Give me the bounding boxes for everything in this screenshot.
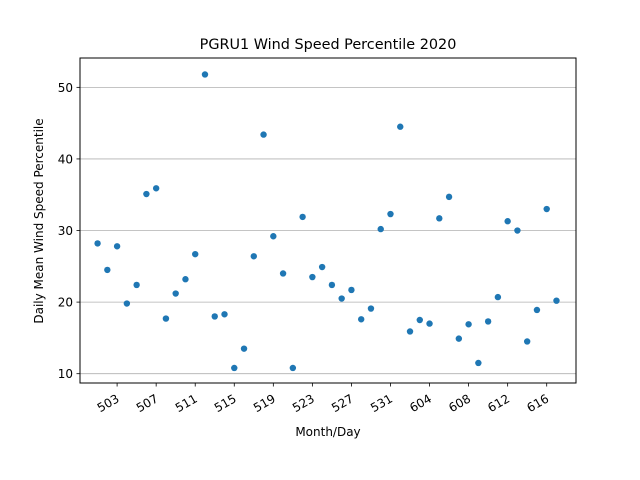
- y-tick-label-40: 40: [58, 152, 73, 166]
- y-axis-label: Daily Mean Wind Speed Percentile: [32, 118, 46, 323]
- y-tick-label-30: 30: [58, 224, 73, 238]
- data-point-41: [484, 318, 492, 325]
- data-point-45: [523, 338, 531, 345]
- y-tick-label-20: 20: [58, 296, 73, 310]
- data-point-30: [377, 225, 384, 233]
- data-point-22: [299, 213, 306, 221]
- data-point-35: [426, 320, 433, 327]
- data-point-31: [387, 210, 394, 218]
- data-point-16: [240, 345, 248, 352]
- data-point-24: [318, 263, 326, 271]
- x-axis-label: Month/Day: [295, 425, 360, 439]
- data-point-37: [445, 193, 453, 201]
- plot-frame: [79, 57, 577, 384]
- data-point-11: [192, 250, 199, 258]
- data-point-25: [328, 281, 336, 289]
- grid-lines: [80, 86, 576, 375]
- data-point-28: [357, 316, 365, 323]
- data-point-36: [436, 215, 443, 222]
- data-point-33: [406, 328, 414, 335]
- data-point-21: [289, 364, 297, 372]
- data-point-5: [133, 281, 140, 289]
- data-point-38: [455, 335, 463, 342]
- data-point-40: [475, 359, 482, 367]
- data-point-19: [270, 233, 277, 240]
- data-point-20: [279, 270, 287, 277]
- data-point-13: [211, 313, 218, 320]
- data-point-47: [543, 205, 550, 213]
- data-point-12: [201, 71, 209, 78]
- data-point-14: [221, 311, 228, 318]
- data-point-15: [231, 364, 238, 372]
- data-point-7: [152, 185, 160, 192]
- data-point-27: [348, 286, 355, 294]
- data-point-26: [338, 295, 345, 302]
- data-point-9: [172, 290, 179, 297]
- data-point-46: [533, 306, 541, 314]
- data-point-48: [553, 297, 560, 304]
- y-tick-label-50: 50: [58, 81, 73, 95]
- data-point-3: [113, 243, 121, 250]
- data-point-23: [309, 273, 316, 281]
- data-point-34: [416, 316, 423, 324]
- data-point-29: [367, 305, 375, 312]
- data-points: [94, 71, 560, 372]
- data-point-44: [514, 227, 521, 234]
- data-point-17: [250, 253, 257, 260]
- data-point-32: [397, 123, 404, 130]
- data-point-1: [94, 240, 101, 247]
- y-axis: 10 20 30 40 50: [58, 81, 80, 381]
- data-point-18: [260, 131, 267, 138]
- data-point-10: [182, 276, 189, 283]
- data-point-43: [504, 218, 511, 225]
- data-point-42: [494, 293, 502, 301]
- chart-title: PGRU1 Wind Speed Percentile 2020: [200, 37, 457, 53]
- data-point-6: [143, 190, 150, 198]
- y-tick-label-10: 10: [58, 367, 73, 381]
- data-point-2: [104, 266, 111, 274]
- data-point-39: [465, 321, 472, 328]
- data-point-4: [123, 300, 131, 307]
- data-point-8: [162, 315, 170, 322]
